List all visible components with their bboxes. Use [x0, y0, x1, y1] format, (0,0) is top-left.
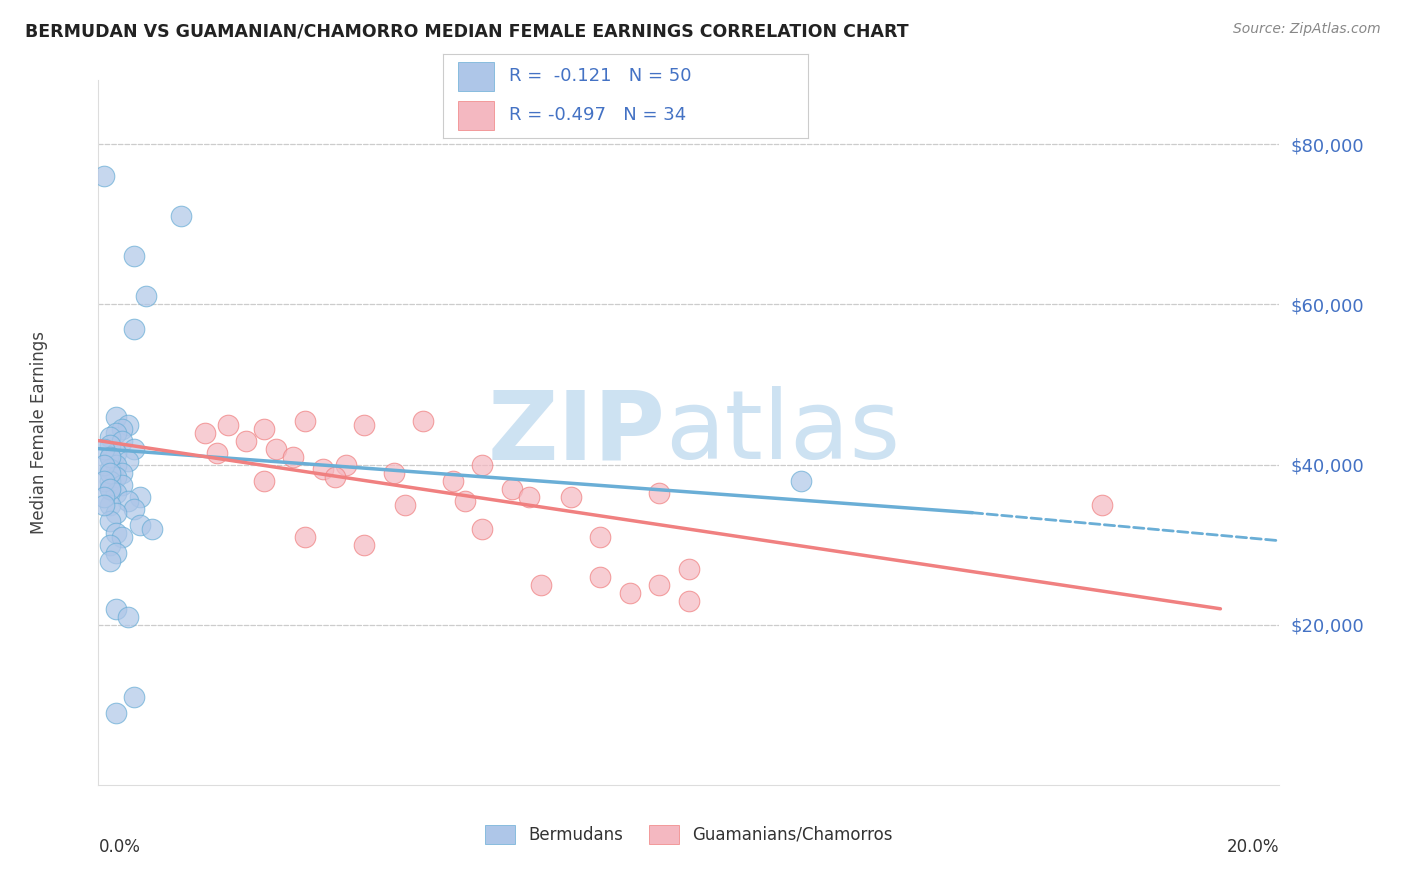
Point — [141, 522, 163, 536]
Point — [98, 461, 121, 475]
Point — [105, 469, 128, 483]
Point — [105, 506, 128, 520]
Point — [98, 450, 121, 464]
Point — [105, 409, 128, 424]
Point — [111, 466, 134, 480]
Point — [530, 578, 553, 592]
Point — [105, 546, 128, 560]
Point — [98, 429, 121, 443]
Point — [589, 570, 612, 584]
Point — [619, 586, 641, 600]
Point — [105, 525, 128, 540]
Point — [283, 450, 305, 464]
Point — [678, 594, 700, 608]
Bar — [457, 62, 494, 91]
Point — [128, 517, 150, 532]
Point — [111, 477, 134, 491]
Point — [353, 417, 375, 432]
Text: ZIP: ZIP — [488, 386, 665, 479]
Bar — [457, 101, 494, 130]
Point — [382, 466, 405, 480]
Text: Median Female Earnings: Median Female Earnings — [31, 331, 48, 534]
Point — [1091, 498, 1114, 512]
Point — [98, 482, 121, 496]
Point — [98, 498, 121, 512]
Point — [111, 530, 134, 544]
Point — [98, 466, 121, 480]
Point — [589, 530, 612, 544]
Point — [122, 501, 145, 516]
Point — [560, 490, 582, 504]
Point — [194, 425, 217, 440]
Point — [441, 474, 464, 488]
Point — [412, 414, 434, 428]
Point — [93, 490, 115, 504]
Point — [235, 434, 257, 448]
Point — [678, 562, 700, 576]
Point — [294, 530, 316, 544]
Point — [117, 493, 139, 508]
Point — [335, 458, 357, 472]
Point — [98, 437, 121, 451]
Point — [105, 602, 128, 616]
Point — [98, 514, 121, 528]
Point — [790, 474, 813, 488]
Point — [501, 482, 523, 496]
Point — [312, 461, 335, 475]
Point — [294, 414, 316, 428]
Text: R = -0.497   N = 34: R = -0.497 N = 34 — [509, 106, 686, 124]
Point — [135, 289, 157, 303]
Point — [117, 609, 139, 624]
Point — [217, 417, 239, 432]
Point — [105, 458, 128, 472]
Point — [98, 482, 121, 496]
Point — [111, 422, 134, 436]
Text: Source: ZipAtlas.com: Source: ZipAtlas.com — [1233, 22, 1381, 37]
Point — [93, 442, 115, 456]
Text: R =  -0.121   N = 50: R = -0.121 N = 50 — [509, 68, 692, 86]
Point — [648, 485, 671, 500]
Point — [648, 578, 671, 592]
Point — [117, 453, 139, 467]
Point — [471, 458, 494, 472]
Point — [98, 554, 121, 568]
Point — [93, 458, 115, 472]
Point — [170, 210, 193, 224]
Point — [93, 169, 115, 184]
Point — [264, 442, 287, 456]
Text: atlas: atlas — [665, 386, 900, 479]
Point — [253, 474, 276, 488]
Point — [128, 490, 150, 504]
Point — [394, 498, 416, 512]
Point — [122, 250, 145, 264]
Point — [122, 321, 145, 335]
Text: 0.0%: 0.0% — [98, 838, 141, 855]
Point — [105, 485, 128, 500]
Point — [519, 490, 541, 504]
Point — [122, 442, 145, 456]
Point — [205, 445, 228, 459]
Text: 20.0%: 20.0% — [1227, 838, 1279, 855]
Point — [122, 690, 145, 704]
Point — [253, 422, 276, 436]
Point — [98, 538, 121, 552]
Point — [323, 469, 346, 483]
Point — [98, 450, 121, 464]
Point — [111, 434, 134, 448]
Legend: Bermudans, Guamanians/Chamorros: Bermudans, Guamanians/Chamorros — [479, 818, 898, 851]
Point — [98, 474, 121, 488]
Point — [93, 498, 115, 512]
Point — [453, 493, 475, 508]
Point — [105, 425, 128, 440]
Point — [93, 474, 115, 488]
Point — [471, 522, 494, 536]
Point — [353, 538, 375, 552]
Point — [117, 417, 139, 432]
Text: BERMUDAN VS GUAMANIAN/CHAMORRO MEDIAN FEMALE EARNINGS CORRELATION CHART: BERMUDAN VS GUAMANIAN/CHAMORRO MEDIAN FE… — [25, 22, 908, 40]
Point — [105, 706, 128, 720]
Point — [105, 445, 128, 459]
